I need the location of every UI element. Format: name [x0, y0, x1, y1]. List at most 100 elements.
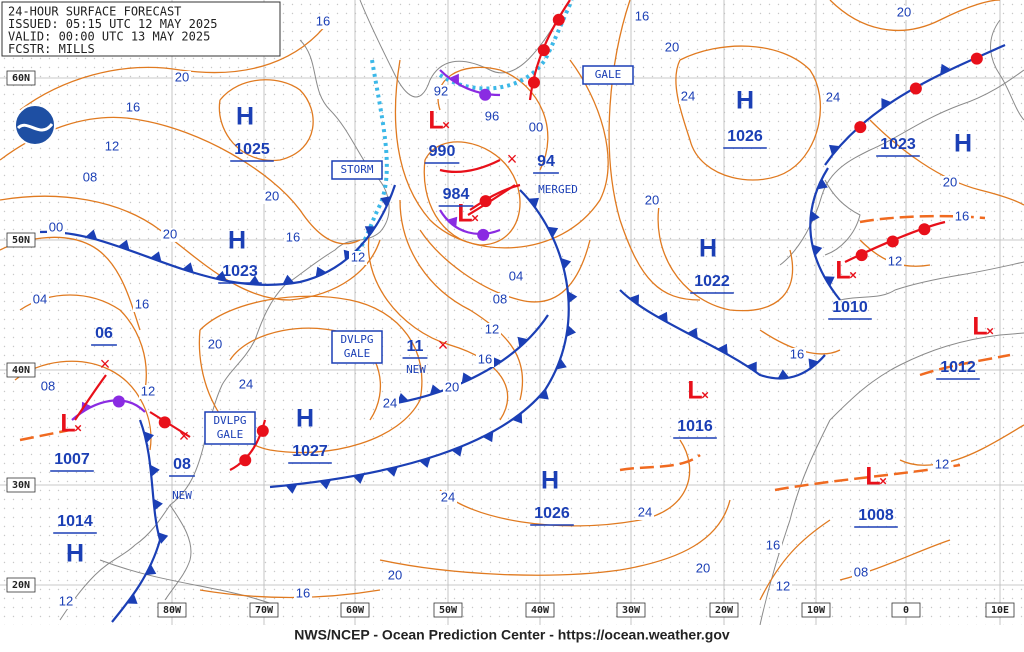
- isobar-label-bg: [643, 194, 661, 208]
- isobar-label-bg: [636, 506, 654, 520]
- center-value: 1025: [234, 141, 270, 158]
- isobar-label-bg: [483, 110, 501, 124]
- lon-label: 40W: [531, 605, 550, 616]
- front-triangle: [157, 532, 169, 544]
- isobar-label-bg: [386, 569, 404, 583]
- center-value: 1010: [832, 299, 868, 316]
- front-triangle: [812, 244, 823, 257]
- front-triangle: [380, 196, 392, 208]
- footer-band: [0, 625, 1024, 652]
- warning-box: [331, 160, 383, 180]
- isobar-label-bg: [294, 587, 312, 601]
- front-triangle: [282, 274, 295, 285]
- center-mark: ×: [701, 387, 709, 402]
- isobar-label: 20: [645, 192, 659, 207]
- isobar-label-bg: [476, 353, 494, 367]
- lat-label: 20N: [12, 580, 30, 591]
- center-mark: ×: [442, 117, 450, 132]
- warning-box: [582, 65, 634, 85]
- isobar-label: 12: [59, 593, 73, 608]
- isobar-label: 08: [83, 169, 97, 184]
- isobar-label-bg: [124, 101, 142, 115]
- isobar-label-bg: [895, 6, 913, 20]
- forecast-value: 11: [407, 338, 424, 355]
- front-line: [619, 289, 826, 380]
- center-value: 1026: [534, 505, 570, 522]
- front-semicircle: [855, 249, 868, 262]
- center-mark: ×: [986, 323, 994, 338]
- isobar-label-bg: [173, 71, 191, 85]
- header-line: ISSUED: 05:15 UTC 12 MAY 2025: [8, 17, 218, 31]
- lat-label: 50N: [12, 235, 30, 246]
- front-triangle: [419, 457, 431, 468]
- lat-label: 30N: [12, 480, 30, 491]
- front-triangle: [746, 361, 757, 373]
- isobar-label: 16: [635, 8, 649, 23]
- lon-label: 20W: [715, 605, 734, 616]
- isobar-label: 12: [485, 321, 499, 336]
- isobar-label: 92: [434, 83, 448, 98]
- center-symbol: H: [228, 227, 246, 255]
- isobars: [0, 0, 1024, 601]
- front-line: [439, 209, 501, 236]
- front-triangle: [829, 144, 840, 156]
- header-frame: [1, 1, 281, 57]
- isobar-label: 24: [441, 489, 455, 504]
- isobar-label: 08: [493, 291, 507, 306]
- warning-label: GALE: [217, 428, 244, 441]
- center-symbol: L: [835, 257, 850, 285]
- center-symbol: L: [60, 410, 75, 438]
- center-symbol: H: [736, 87, 754, 115]
- center-symbol: H: [296, 405, 314, 433]
- front-triangle: [810, 210, 820, 223]
- center-value: 1026: [727, 128, 763, 145]
- isobar-label: 12: [935, 456, 949, 471]
- isobar-label-bg: [47, 221, 65, 235]
- center-value: 1027: [292, 443, 328, 460]
- center-symbol: L: [972, 313, 987, 341]
- front-semicircle: [886, 235, 899, 248]
- isobar-label-bg: [788, 348, 806, 362]
- isobar-label: 24: [239, 376, 253, 391]
- isobar-label-bg: [933, 458, 951, 472]
- front-triangle: [538, 389, 549, 400]
- isobar-label: 24: [638, 504, 652, 519]
- track-arrow: [439, 159, 501, 174]
- isobar-label-bg: [941, 176, 959, 190]
- lon-label: 10W: [807, 605, 826, 616]
- lat-label-box: [6, 232, 36, 248]
- front-triangle: [81, 401, 92, 413]
- note-label: MERGED: [538, 183, 578, 196]
- front-triangle: [817, 178, 828, 190]
- isobar-label-bg: [443, 381, 461, 395]
- isobar-label: 24: [681, 88, 695, 103]
- center-value: 1022: [694, 273, 730, 290]
- lon-label-box: [891, 602, 921, 618]
- front-triangle: [319, 479, 332, 490]
- lon-label: 10E: [991, 605, 1009, 616]
- isobar-label: 24: [826, 89, 840, 104]
- isobar-label: 20: [943, 174, 957, 189]
- lat-label-box: [6, 362, 36, 378]
- front-semicircle: [527, 76, 540, 89]
- isobar-label: 20: [265, 188, 279, 203]
- front-triangle: [182, 262, 194, 273]
- forecast-value: 94: [537, 153, 555, 170]
- center-symbol: H: [954, 130, 972, 158]
- isobar-label: 20: [445, 379, 459, 394]
- center-mark: ×: [879, 473, 887, 488]
- isobar-label: 20: [163, 226, 177, 241]
- dot-grid: [0, 0, 1024, 625]
- front-triangle: [364, 226, 376, 237]
- center-value: 1023: [222, 263, 258, 280]
- isobar-label: 16: [126, 99, 140, 114]
- isobar-label: 16: [955, 208, 969, 223]
- isobar-label-bg: [694, 562, 712, 576]
- isobar-label: 20: [208, 336, 222, 351]
- front-triangle: [566, 325, 577, 338]
- front-semicircle: [479, 88, 492, 101]
- front-triangle: [560, 257, 572, 270]
- center-symbol: H: [236, 103, 254, 131]
- center-mark: ×: [74, 420, 82, 435]
- lon-label-box: [801, 602, 831, 618]
